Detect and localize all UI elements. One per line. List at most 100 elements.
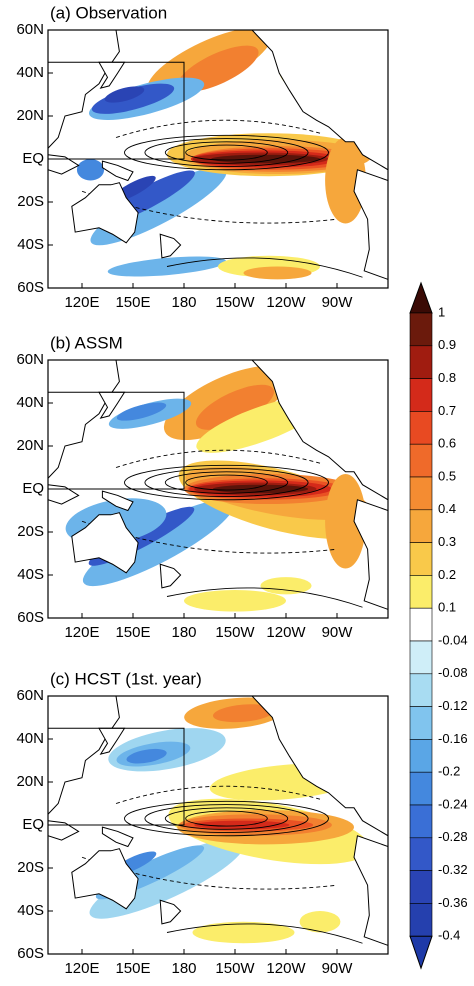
- contour: [185, 144, 268, 161]
- anomaly: [299, 911, 341, 933]
- contour: [144, 804, 309, 833]
- colorbar-label: -0.4: [438, 928, 460, 943]
- land: [48, 360, 120, 479]
- colorbar-label: 0.3: [438, 534, 456, 549]
- map: [48, 696, 388, 954]
- lon-label: 90W: [322, 960, 354, 977]
- lon-label: 120W: [266, 960, 306, 977]
- colorbar-label: 1: [438, 304, 445, 319]
- colorbar-label: -0.36: [438, 895, 468, 910]
- contour: [164, 471, 289, 494]
- anomaly: [211, 154, 320, 164]
- colorbar-label: -0.04: [438, 632, 468, 647]
- anomaly: [91, 83, 175, 114]
- land: [159, 233, 182, 259]
- lat-label: 60S: [17, 609, 44, 626]
- anomaly: [184, 590, 286, 612]
- anomaly: [212, 484, 309, 494]
- colorbar-label: 0.6: [438, 436, 456, 451]
- anomaly: [126, 748, 167, 764]
- colorbar-label: -0.2: [438, 764, 460, 779]
- lat-label: 40N: [16, 64, 44, 81]
- lon-label: 150W: [215, 960, 255, 977]
- land: [159, 563, 182, 589]
- colorbar-swatch: [409, 903, 433, 937]
- colorbar-swatch: [409, 804, 433, 839]
- anomaly: [195, 384, 275, 430]
- colorbar-label: 0.4: [438, 501, 456, 516]
- lon-label: 150E: [115, 624, 150, 641]
- colorbar-swatch: [409, 673, 433, 707]
- anomaly: [325, 137, 366, 224]
- lat-label: 60N: [16, 687, 44, 704]
- colorbar-label: 0.9: [438, 337, 456, 352]
- colorbar-swatch: [409, 739, 433, 773]
- lat-label: 20N: [16, 773, 44, 790]
- lat-label: 40S: [17, 566, 44, 583]
- lon-label: 180: [171, 960, 196, 977]
- lat-label: 20S: [17, 193, 44, 210]
- lat-label: EQ: [22, 816, 44, 833]
- lon-label: 120E: [64, 624, 99, 641]
- land: [101, 490, 134, 512]
- colorbar-swatch: [409, 771, 433, 806]
- lat-label: EQ: [22, 480, 44, 497]
- lat-label: 60S: [17, 279, 44, 296]
- land: [353, 835, 388, 946]
- colorbar-swatch: [409, 837, 433, 871]
- contour: [144, 138, 309, 167]
- colorbar-label: 0.1: [438, 600, 456, 615]
- colorbar-label: -0.12: [438, 698, 468, 713]
- contour: [166, 257, 363, 278]
- lon-label: 120W: [266, 294, 306, 311]
- contour: [81, 856, 338, 890]
- anomaly: [116, 402, 167, 421]
- contour: [124, 800, 329, 837]
- land: [48, 820, 80, 841]
- colorbar-swatch: [409, 607, 433, 642]
- lon-label: 120E: [64, 294, 99, 311]
- colorbar-arrow-bottom: [409, 935, 433, 970]
- anomaly: [104, 86, 145, 103]
- contour: [185, 810, 268, 827]
- colorbar-label: -0.16: [438, 731, 468, 746]
- colorbar-label: 0.5: [438, 468, 456, 483]
- lon-label: 120W: [266, 624, 306, 641]
- land: [71, 512, 139, 574]
- contour: [166, 587, 363, 608]
- lat-label: 60S: [17, 945, 44, 962]
- lat-label: 60N: [16, 21, 44, 38]
- anomaly: [192, 921, 295, 944]
- lon-label: 90W: [322, 294, 354, 311]
- lon-label: 150W: [215, 624, 255, 641]
- contour: [164, 141, 289, 164]
- colorbar-label: -0.32: [438, 862, 468, 877]
- land: [48, 696, 120, 815]
- lon-label: 150E: [115, 294, 150, 311]
- anomaly: [213, 704, 274, 723]
- land: [353, 499, 388, 610]
- colorbar-label: 0.8: [438, 370, 456, 385]
- lon-label: 180: [171, 624, 196, 641]
- contour: [124, 134, 329, 171]
- colorbar-label: 0.2: [438, 567, 456, 582]
- colorbar-swatch: [409, 542, 433, 576]
- colorbar-label: -0.24: [438, 796, 468, 811]
- land: [251, 30, 388, 171]
- colorbar-swatch: [409, 706, 433, 740]
- colorbar-label: -0.08: [438, 665, 468, 680]
- contour: [185, 474, 268, 491]
- colorbar-label: 0.7: [438, 403, 456, 418]
- lat-label: 20S: [17, 859, 44, 876]
- lon-label: 180: [171, 294, 196, 311]
- anomaly: [243, 266, 312, 280]
- anomaly: [325, 473, 366, 569]
- lat-label: 40S: [17, 902, 44, 919]
- colorbar-swatch: [409, 476, 433, 511]
- anomaly: [260, 577, 312, 595]
- lat-label: 20N: [16, 107, 44, 124]
- lon-label: 150W: [215, 294, 255, 311]
- colorbar-swatch: [409, 575, 433, 609]
- land: [71, 182, 139, 244]
